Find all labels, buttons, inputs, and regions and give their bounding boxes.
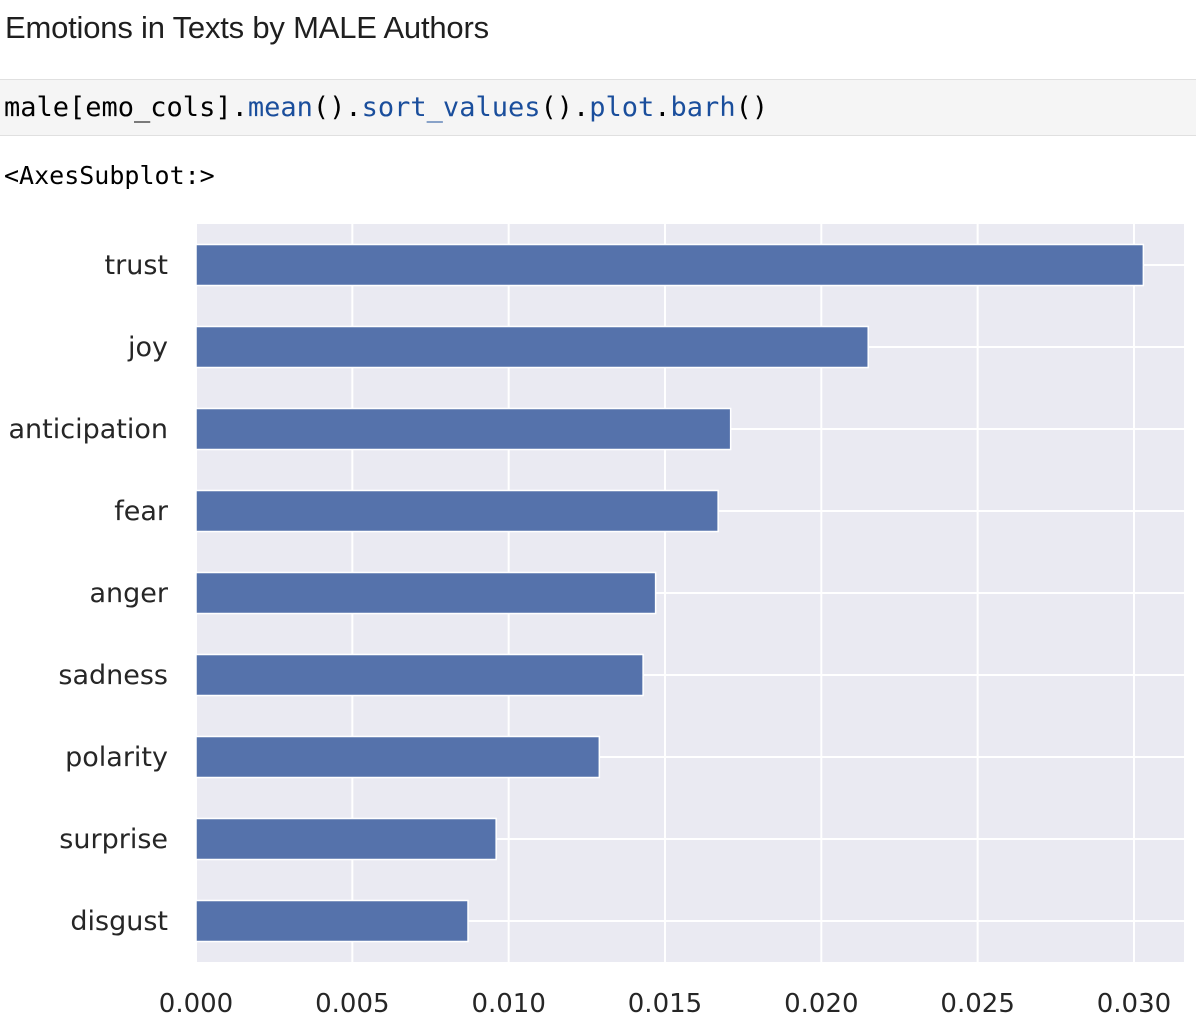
section-heading: Emotions in Texts by MALE Authors [5,10,489,45]
code-line: male[emo_cols].mean().sort_values().plot… [4,92,768,124]
code-token: (). [312,92,362,123]
y-tick-labels: trust joy anticipation fear anger sadness pola… [9,250,169,937]
code-function-token: barh [670,92,736,123]
y-tick-label: surprise [59,824,168,855]
y-tick-label: trust [105,250,168,281]
x-tick-label: 0.015 [628,989,702,1019]
y-tick-label: fear [114,496,169,527]
bars [195,243,1145,943]
x-tick-label: 0.020 [784,989,858,1019]
y-tick-label: polarity [65,742,168,773]
x-tick-label: 0.005 [315,989,389,1019]
code-token: () [735,92,769,123]
code-function-token: sort_values [361,92,541,123]
bar-polarity [195,735,601,779]
y-tick-label: anger [89,578,168,609]
bar-anticipation [195,407,732,451]
y-tick-label: disgust [70,906,168,937]
bar-disgust [195,899,469,943]
bar-joy [195,325,869,369]
code-function-token: mean [247,92,313,123]
x-tick-label: 0.010 [471,989,545,1019]
cell-output-text: <AxesSubplot:> [4,161,215,190]
x-tick-label: 0.025 [940,989,1014,1019]
code-token: (). [540,92,590,123]
code-function-token: plot [589,92,655,123]
x-tick-labels: 0.000 0.005 0.010 0.015 0.020 0.025 0.030 [159,989,1171,1019]
bar-anger [195,571,657,615]
code-token: . [654,92,671,123]
code-token: male[emo_cols]. [4,92,248,123]
bar-trust [195,243,1145,287]
bar-chart: trust joy anticipation fear anger sadness pola… [9,224,1184,1019]
bar-fear [195,489,719,533]
bar-sadness [195,653,644,697]
x-tick-label: 0.000 [159,989,233,1019]
y-tick-label: sadness [58,660,168,691]
y-tick-label: anticipation [9,414,169,445]
code-cell[interactable]: male[emo_cols].mean().sort_values().plot… [0,79,1196,136]
bar-surprise [195,817,497,861]
y-tick-label: joy [127,332,168,363]
x-tick-label: 0.030 [1097,989,1171,1019]
